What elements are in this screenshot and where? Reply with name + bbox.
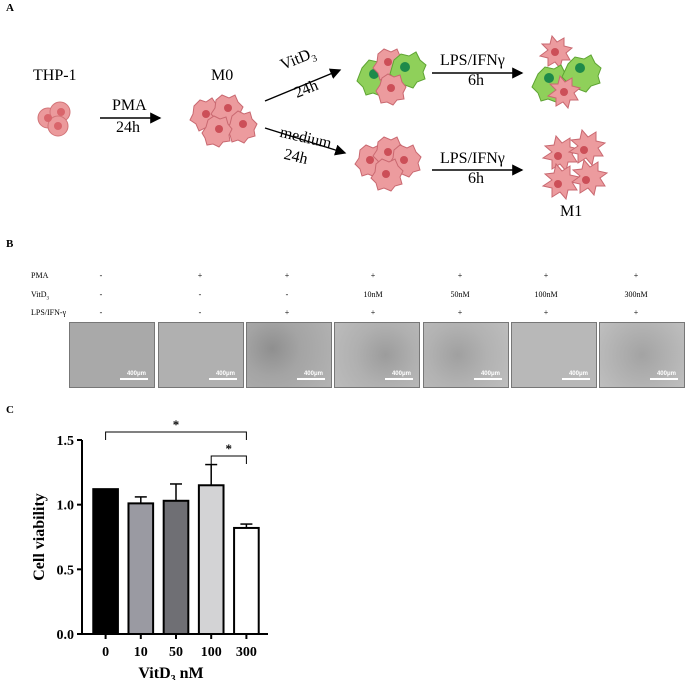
thp1-cells-icon <box>37 101 71 137</box>
lps-top-time: 6h <box>468 72 484 89</box>
condition-pma-col-5: + <box>457 271 463 280</box>
condition-lps-col-1: - <box>99 308 103 317</box>
bar-50 <box>162 499 190 635</box>
condition-vitd-col-5: 50nM <box>450 290 470 299</box>
condition-vitd-col-4: 10nM <box>363 290 383 299</box>
condition-lps-col-5: + <box>457 308 463 317</box>
x-tick-label: 0 <box>102 645 109 660</box>
row-label-lps: LPS/IFN-γ <box>31 308 67 317</box>
pma-label: PMA <box>112 97 147 114</box>
row-label-vitd: VitD3 <box>31 290 50 302</box>
y-axis-label: Cell viability <box>31 493 48 581</box>
panel-c-letter: C <box>6 404 14 416</box>
y-tick-label: 1.5 <box>57 434 75 449</box>
panel-a-letter: A <box>6 2 14 14</box>
vitd3-cells-icon <box>356 48 427 106</box>
condition-lps-col-7: + <box>633 308 639 317</box>
cell-viability-chart: 0.0 0.5 1.0 1.5 0 10 50 100 300 * * Cell viability V… <box>31 417 268 680</box>
x-tick-label: 100 <box>201 645 222 660</box>
micrograph-1: 400μm <box>69 322 155 388</box>
condition-pma-col-7: + <box>633 271 639 280</box>
micrograph-2: 400μm <box>158 322 244 388</box>
condition-vitd-col-3: - <box>285 290 289 299</box>
thp1-label: THP-1 <box>33 67 77 84</box>
m0-label: M0 <box>211 67 234 84</box>
condition-pma-col-4: + <box>370 271 376 280</box>
lps-bottom-time: 6h <box>468 170 484 187</box>
condition-pma-col-2: + <box>197 271 203 280</box>
condition-vitd-col-2: - <box>198 290 202 299</box>
condition-pma-col-1: - <box>99 271 103 280</box>
m1-label: M1 <box>560 203 583 220</box>
micrograph-4: 400μm <box>334 322 420 388</box>
medium-arrow <box>264 127 347 156</box>
micrograph-7: 400μm <box>599 322 685 388</box>
micrograph-3: 400μm <box>246 322 332 388</box>
bar-100 <box>197 484 225 636</box>
condition-vitd-col-6: 100nM <box>534 290 558 299</box>
y-tick-label: 1.0 <box>57 499 75 514</box>
x-tick-label: 300 <box>236 645 257 660</box>
significance-bracket <box>105 431 247 440</box>
y-tick-label: 0.0 <box>57 628 75 643</box>
m0-cells-icon <box>189 94 258 148</box>
condition-pma-col-3: + <box>284 271 290 280</box>
pma-time-label: 24h <box>116 119 140 136</box>
row-label-pma: PMA <box>31 271 49 280</box>
y-tick-label: 0.5 <box>57 563 75 578</box>
condition-lps-col-6: + <box>543 308 549 317</box>
bar-0 <box>92 488 119 635</box>
condition-lps-col-3: + <box>284 308 290 317</box>
condition-lps-col-2: - <box>198 308 202 317</box>
lps-bottom-label: LPS/IFNγ <box>440 150 505 167</box>
bar-10 <box>127 502 155 635</box>
condition-vitd-col-1: - <box>99 290 103 299</box>
panel-b-letter: B <box>6 238 14 250</box>
panel-a-diagram <box>37 34 609 201</box>
significance-star: * <box>173 417 180 432</box>
m1-cells-icon <box>541 128 609 201</box>
condition-vitd-col-7: 300nM <box>624 290 648 299</box>
lps-top-label: LPS/IFNγ <box>440 52 505 69</box>
vitd3-arrow <box>264 68 342 102</box>
activated-vitd3-cells-icon <box>531 34 602 110</box>
condition-lps-col-4: + <box>370 308 376 317</box>
x-axis-label: VitD3 nM <box>138 665 203 680</box>
significance-bracket <box>210 455 247 464</box>
x-tick-label: 50 <box>169 645 183 660</box>
medium-cells-icon <box>354 136 422 192</box>
x-tick-label: 10 <box>134 645 148 660</box>
micrograph-6: 400μm <box>511 322 597 388</box>
micrograph-5: 400μm <box>423 322 509 388</box>
bar-300 <box>233 526 260 635</box>
significance-star: * <box>226 441 233 456</box>
condition-pma-col-6: + <box>543 271 549 280</box>
